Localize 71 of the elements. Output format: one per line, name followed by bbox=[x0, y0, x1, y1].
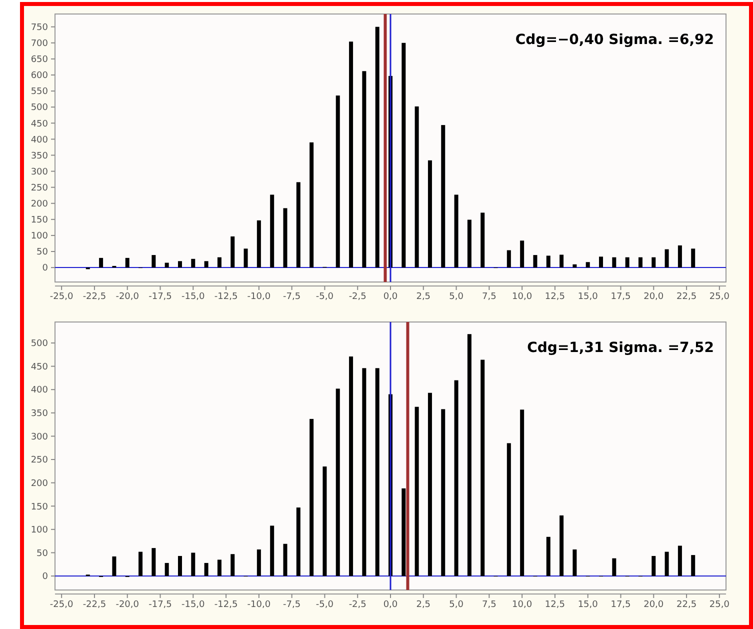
x-tick-label: 0,0 bbox=[383, 292, 398, 302]
x-tick-label: 5,0 bbox=[449, 600, 464, 610]
x-tick-label: 15,0 bbox=[578, 292, 598, 302]
y-tick-label: 150 bbox=[30, 216, 48, 226]
x-tick-label: -25,0 bbox=[50, 600, 74, 610]
x-tick-label: -17,5 bbox=[148, 292, 172, 302]
y-tick-label: 200 bbox=[30, 478, 48, 489]
x-tick-label: 12,5 bbox=[544, 292, 565, 302]
x-tick-label: -5,0 bbox=[316, 600, 334, 610]
y-tick-label: 250 bbox=[30, 183, 48, 194]
annotation: Cdg=1,31 Sigma. =7,52 bbox=[527, 340, 714, 356]
x-tick-label: 5,0 bbox=[449, 292, 464, 302]
x-tick-label: 22,5 bbox=[676, 292, 697, 302]
x-tick-label: 15,0 bbox=[578, 600, 598, 610]
y-tick-label: 650 bbox=[30, 55, 48, 66]
y-tick-label: 400 bbox=[30, 386, 48, 396]
x-tick-label: -5,0 bbox=[316, 292, 334, 302]
x-tick-label: -20,0 bbox=[116, 600, 140, 610]
y-tick-label: 0 bbox=[42, 572, 48, 582]
y-tick-label: 100 bbox=[30, 526, 48, 536]
x-tick-label: 17,5 bbox=[610, 292, 631, 302]
x-tick-label: 20,0 bbox=[644, 292, 664, 302]
x-tick-label: -15,0 bbox=[182, 292, 206, 302]
x-tick-label: -10,0 bbox=[247, 600, 271, 610]
y-tick-label: 500 bbox=[30, 103, 48, 114]
x-tick-label: -2,5 bbox=[348, 292, 366, 302]
x-tick-label: 17,5 bbox=[610, 600, 631, 610]
y-tick-label: 100 bbox=[30, 232, 48, 242]
y-tick-label: 350 bbox=[30, 151, 48, 162]
y-tick-label: 700 bbox=[30, 39, 48, 50]
x-tick-label: 12,5 bbox=[544, 600, 565, 610]
x-tick-label: -12,5 bbox=[214, 292, 238, 302]
y-tick-label: 250 bbox=[30, 456, 48, 466]
y-tick-label: 400 bbox=[30, 135, 48, 146]
x-tick-label: 7,5 bbox=[482, 292, 496, 302]
y-tick-label: 300 bbox=[30, 432, 48, 442]
x-tick-label: -2,5 bbox=[348, 600, 366, 610]
x-tick-label: -7,5 bbox=[283, 292, 301, 302]
x-tick-label: 2,5 bbox=[416, 292, 431, 302]
x-tick-label: -22,5 bbox=[82, 600, 106, 610]
y-tick-label: 150 bbox=[30, 502, 48, 512]
y-tick-label: 450 bbox=[30, 362, 48, 372]
y-tick-label: 350 bbox=[30, 409, 48, 420]
y-tick-label: 750 bbox=[30, 22, 48, 33]
y-tick-label: 50 bbox=[36, 248, 48, 258]
x-tick-label: 20,0 bbox=[644, 600, 664, 610]
y-tick-label: 600 bbox=[30, 71, 48, 82]
x-tick-label: -7,5 bbox=[283, 600, 301, 610]
x-tick-label: -22,5 bbox=[82, 292, 106, 302]
y-tick-label: 450 bbox=[30, 119, 48, 130]
x-tick-label: -20,0 bbox=[116, 292, 140, 302]
y-tick-label: 200 bbox=[30, 200, 48, 210]
x-tick-label: 0,0 bbox=[383, 600, 398, 610]
annotation: Cdg=−0,40 Sigma. =6,92 bbox=[515, 32, 714, 48]
x-tick-label: -15,0 bbox=[182, 600, 206, 610]
y-tick-label: 500 bbox=[30, 339, 48, 350]
x-tick-label: -12,5 bbox=[214, 600, 238, 610]
x-tick-label: 25,0 bbox=[709, 600, 730, 610]
y-tick-label: 0 bbox=[42, 264, 48, 274]
x-tick-label: -17,5 bbox=[148, 600, 172, 610]
y-tick-label: 50 bbox=[36, 548, 48, 559]
x-tick-label: 22,5 bbox=[676, 600, 697, 610]
x-tick-label: 2,5 bbox=[416, 600, 431, 610]
y-tick-label: 300 bbox=[30, 167, 48, 178]
x-tick-label: 10,0 bbox=[512, 600, 532, 610]
x-tick-label: -25,0 bbox=[50, 292, 74, 302]
x-tick-label: 7,5 bbox=[482, 600, 496, 610]
x-tick-label: 25,0 bbox=[709, 292, 730, 302]
y-tick-label: 550 bbox=[30, 87, 48, 98]
x-tick-label: 10,0 bbox=[512, 292, 532, 302]
x-tick-label: -10,0 bbox=[247, 292, 271, 302]
